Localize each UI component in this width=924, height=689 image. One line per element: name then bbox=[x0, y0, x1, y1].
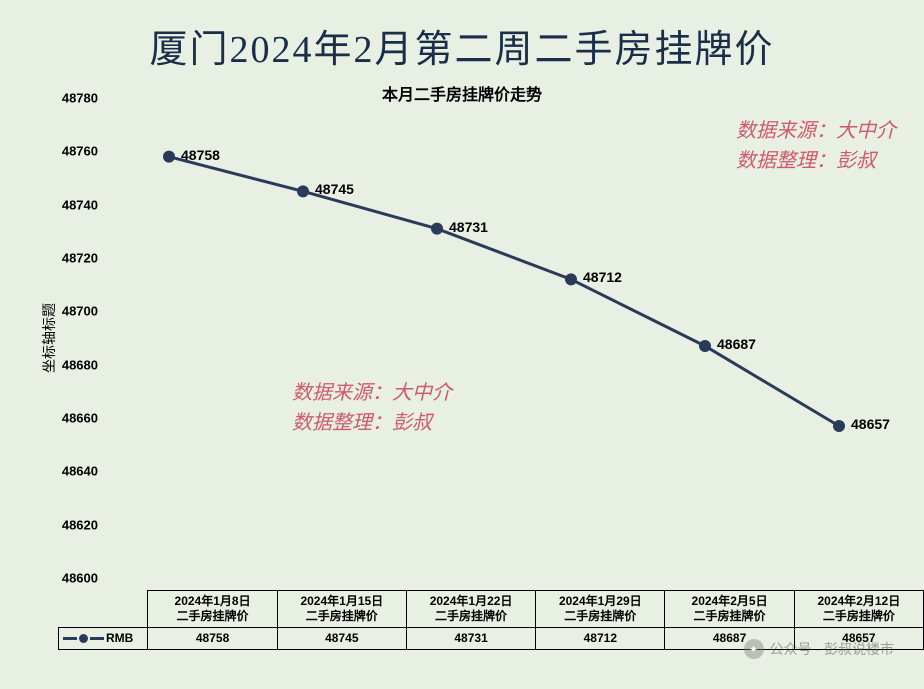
table-value-cell: 48712 bbox=[536, 628, 665, 650]
table-col-header: 2024年2月5日二手房挂牌价 bbox=[665, 591, 794, 628]
legend-cell: RMB bbox=[59, 628, 148, 650]
table-value-cell: 48758 bbox=[148, 628, 277, 650]
y-tick-label: 48600 bbox=[46, 571, 98, 586]
table-col-header: 2024年2月12日二手房挂牌价 bbox=[794, 591, 923, 628]
legend-dot-icon bbox=[79, 634, 88, 643]
table-value-cell: 48745 bbox=[277, 628, 406, 650]
data-point-label: 48731 bbox=[449, 219, 488, 235]
data-point-label: 48712 bbox=[583, 269, 622, 285]
table-col-header: 2024年1月8日二手房挂牌价 bbox=[148, 591, 277, 628]
y-tick-label: 48680 bbox=[46, 357, 98, 372]
y-tick-label: 48720 bbox=[46, 251, 98, 266]
annotation-mid: 数据来源：大中介 数据整理：彭叔 bbox=[292, 378, 452, 438]
chart-area: 坐标轴标题 4878048760487404872048700486804866… bbox=[18, 98, 906, 578]
legend-line-icon bbox=[90, 637, 104, 640]
y-tick-label: 48640 bbox=[46, 464, 98, 479]
watermark: ✦ 公众号 · 彭叔说楼市 bbox=[744, 639, 894, 659]
y-tick-label: 48660 bbox=[46, 411, 98, 426]
plot-region: 数据来源：大中介 数据整理：彭叔 数据来源：大中介 数据整理：彭叔 48758 4… bbox=[102, 98, 906, 578]
table-col-header: 2024年1月22日二手房挂牌价 bbox=[406, 591, 535, 628]
annotation-top: 数据来源：大中介 数据整理：彭叔 bbox=[736, 116, 896, 176]
y-tick-label: 48620 bbox=[46, 517, 98, 532]
data-point-label: 48657 bbox=[851, 416, 890, 432]
page-title: 厦门2024年2月第二周二手房挂牌价 bbox=[0, 0, 924, 81]
data-point-label: 48758 bbox=[181, 147, 220, 163]
table-value-cell: 48731 bbox=[406, 628, 535, 650]
legend-line-icon bbox=[63, 637, 77, 640]
table-col-header: 2024年1月15日二手房挂牌价 bbox=[277, 591, 406, 628]
table-col-header: 2024年1月29日二手房挂牌价 bbox=[536, 591, 665, 628]
wechat-icon: ✦ bbox=[744, 639, 764, 659]
legend-label: RMB bbox=[106, 631, 133, 646]
data-point-label: 48687 bbox=[717, 336, 756, 352]
y-tick-label: 48780 bbox=[46, 91, 98, 106]
y-tick-label: 48760 bbox=[46, 144, 98, 159]
y-tick-label: 48740 bbox=[46, 197, 98, 212]
data-point-label: 48745 bbox=[315, 181, 354, 197]
y-tick-label: 48700 bbox=[46, 304, 98, 319]
